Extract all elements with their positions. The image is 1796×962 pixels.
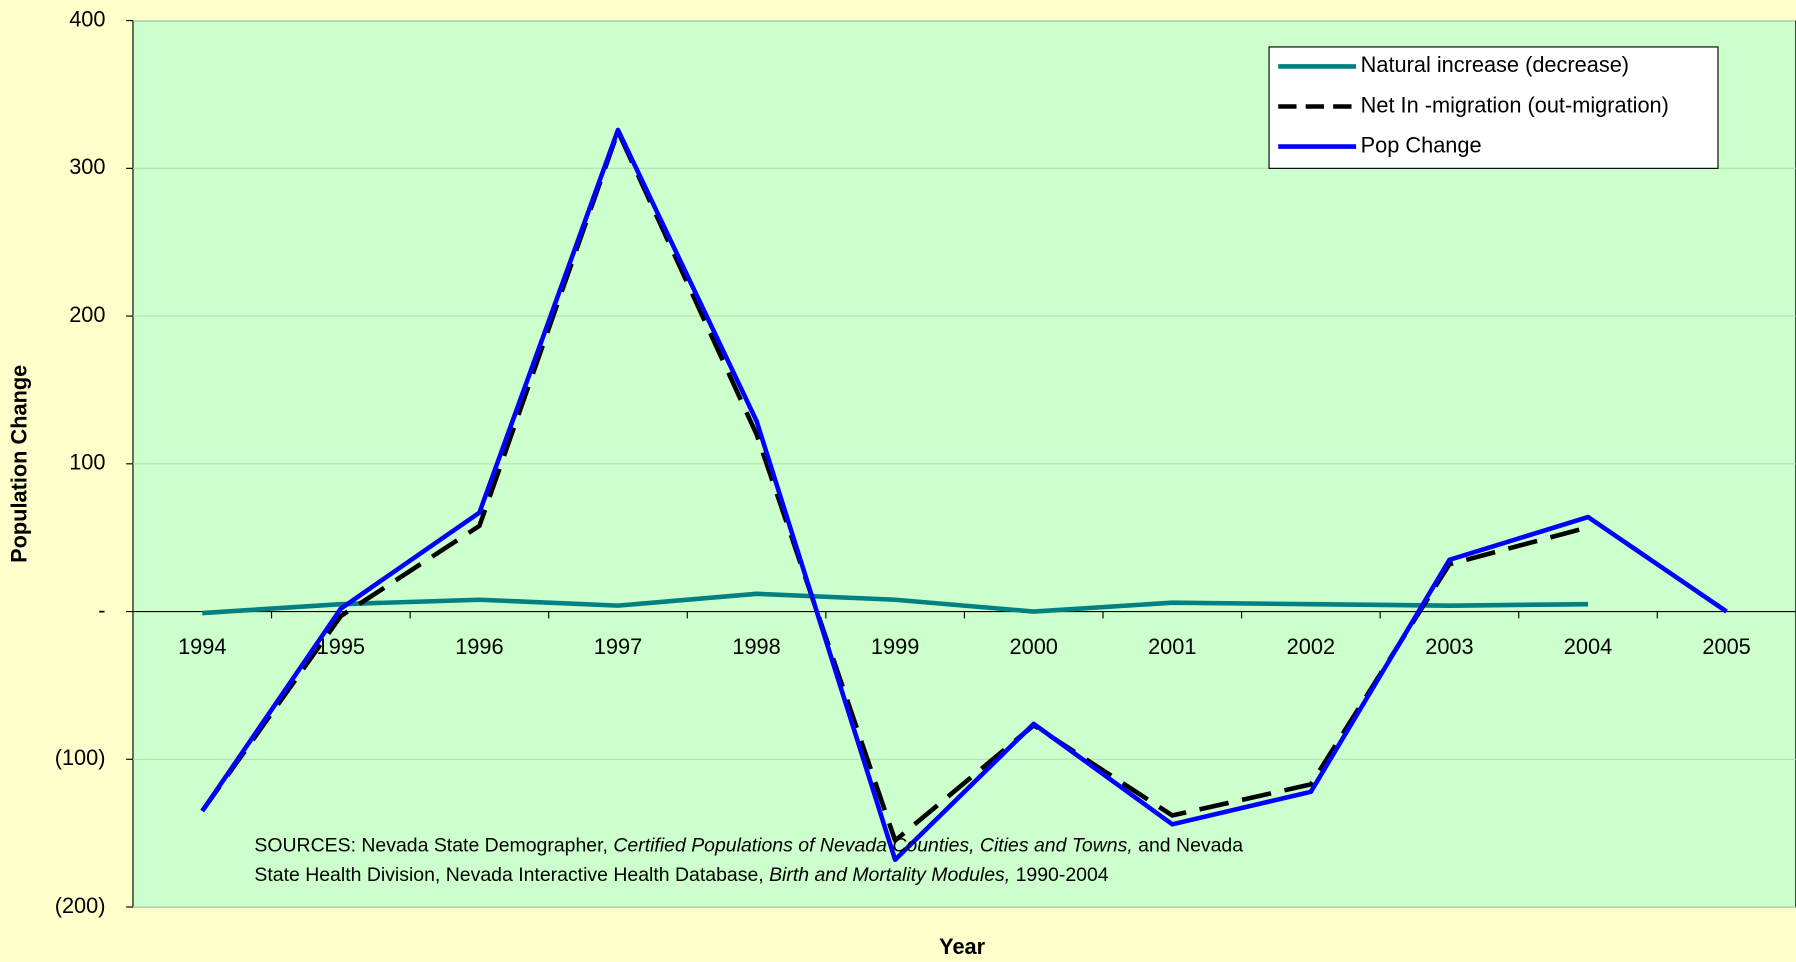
x-tick-label: 1994	[178, 634, 226, 659]
x-tick-label: 2001	[1148, 634, 1196, 659]
series-line	[202, 591, 1589, 616]
y-tick-label: 100	[69, 450, 105, 475]
legend-label: Pop Change	[1361, 132, 1482, 157]
x-axis-label: Year	[939, 934, 985, 959]
annotation: SOURCES: Nevada State Demographer, Certi…	[254, 834, 1243, 856]
x-tick-label: 1997	[594, 634, 642, 659]
y-tick-label: 300	[69, 154, 105, 179]
x-tick-label: 2005	[1702, 634, 1750, 659]
annotation-part: State Health Division, Nevada Interactiv…	[254, 864, 769, 886]
annotation-part: SOURCES: Nevada State Demographer,	[254, 834, 613, 856]
y-axis-label: Population Change	[6, 365, 31, 563]
y-tick-label: (200)	[55, 893, 106, 918]
legend-label: Natural increase (decrease)	[1361, 52, 1629, 77]
x-tick-label: 2004	[1564, 634, 1612, 659]
y-tick-label: (100)	[55, 745, 106, 770]
annotation-part: Certified Populations of Nevada Counties…	[613, 834, 1132, 856]
x-tick-label: 2000	[1010, 634, 1058, 659]
x-tick-label: 1996	[455, 634, 503, 659]
x-tick-label: 1999	[871, 634, 919, 659]
x-tick-label: 2002	[1287, 634, 1335, 659]
series-line	[200, 127, 1728, 863]
x-tick-label: 1998	[732, 634, 780, 659]
y-tick-label: -	[98, 597, 105, 622]
annotation-part: 1990-2004	[1010, 864, 1109, 886]
annotation: State Health Division, Nevada Interactiv…	[254, 864, 1108, 886]
legend-label: Net In -migration (out-migration)	[1361, 92, 1669, 117]
y-tick-label: 400	[69, 6, 105, 31]
annotation-part: Birth and Mortality Modules,	[769, 864, 1010, 886]
annotation-part: and Nevada	[1133, 834, 1243, 856]
y-tick-label: 200	[69, 302, 105, 327]
x-tick-label: 2003	[1425, 634, 1473, 659]
x-tick-label: 1995	[317, 634, 365, 659]
